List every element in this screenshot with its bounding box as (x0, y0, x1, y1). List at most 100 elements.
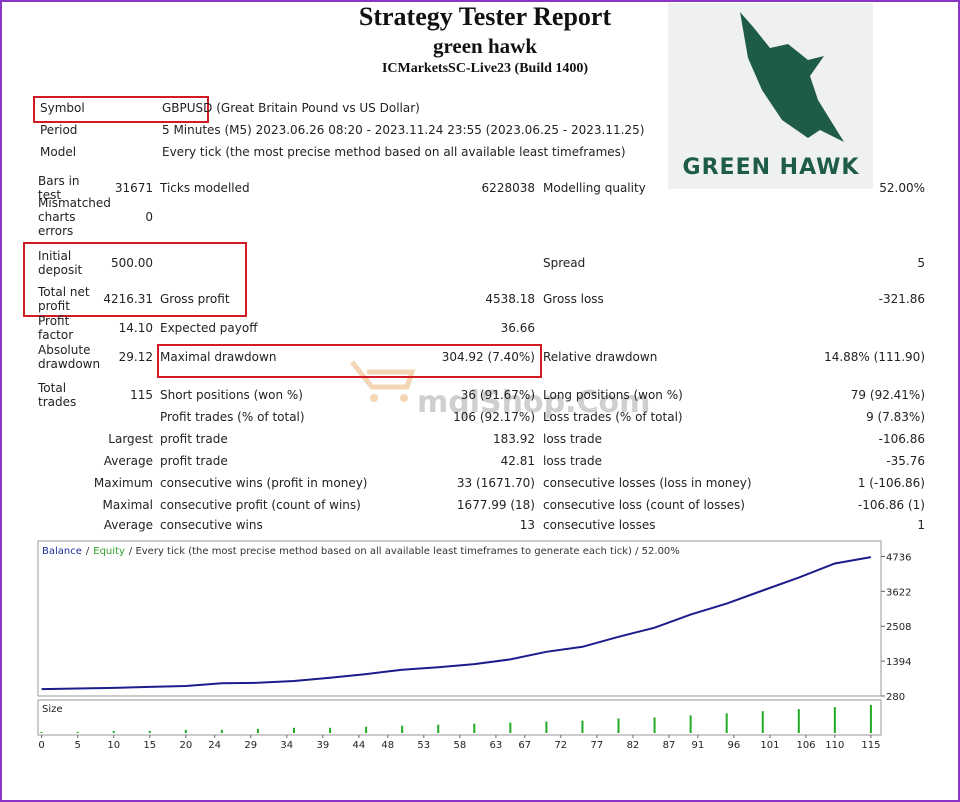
x-tick-label: 53 (417, 740, 430, 751)
stat-value: 115 (130, 388, 153, 402)
x-tick-label: 87 (663, 740, 676, 751)
size-bar (653, 717, 656, 733)
balance-line (41, 556, 872, 691)
size-bar (797, 709, 800, 733)
size-frame (37, 699, 882, 736)
caption-part: Equity (93, 546, 125, 557)
x-tick-label: 101 (760, 740, 779, 751)
y-tick-label: 2508 (886, 622, 911, 633)
stat-value: 36.66 (500, 321, 535, 335)
stat-value: 9 (7.83%) (866, 410, 925, 424)
x-tick-label: 5 (74, 740, 80, 751)
stat-label: Maximum (93, 476, 153, 490)
size-bar (184, 729, 187, 733)
logo-text: GREEN HAWK (683, 155, 860, 180)
stat-label: loss trade (543, 432, 602, 446)
size-bar (112, 730, 115, 733)
stat-label: consecutive wins (profit in money) (160, 476, 368, 490)
size-bar (545, 721, 548, 733)
stat-value: 36 (91.67%) (460, 388, 535, 402)
stat-value: 13 (519, 518, 535, 532)
stat-value: 1 (917, 518, 925, 532)
size-bar (148, 730, 151, 733)
x-tick-label: 58 (453, 740, 466, 751)
caption-part: / (86, 546, 90, 557)
stat-value: 79 (92.41%) (850, 388, 925, 402)
stat-label: Average (103, 518, 153, 532)
info-value: GBPUSD (Great Britain Pound vs US Dollar… (162, 101, 420, 115)
stat-label: Gross profit (160, 292, 230, 306)
stat-label: Long positions (won %) (543, 388, 683, 402)
stat-value: 4216.31 (103, 292, 153, 306)
x-tick-label: 96 (728, 740, 741, 751)
x-tick-label: 91 (691, 740, 704, 751)
stat-value: 1 (-106.86) (857, 476, 925, 490)
x-tick-label: 82 (627, 740, 640, 751)
x-tick-label: 44 (353, 740, 366, 751)
x-tick-label: 72 (554, 740, 567, 751)
size-bar (437, 724, 440, 733)
size-bar (581, 720, 584, 733)
stat-label: Mismatched charts errors (38, 196, 111, 238)
watermark-cart (350, 360, 416, 402)
x-tick-label: 39 (316, 740, 329, 751)
stat-value: 5 (917, 256, 925, 270)
info-label: Period (40, 123, 78, 137)
y-tick-label: 1394 (886, 657, 911, 668)
x-tick-label: 20 (179, 740, 192, 751)
stat-label: Gross loss (543, 292, 604, 306)
watermark-cart-wheel (400, 394, 408, 402)
stat-label: Spread (543, 256, 586, 270)
stat-value: -106.86 (878, 432, 925, 446)
stat-value: 6228038 (481, 181, 535, 195)
watermark-cart-wheel (370, 394, 378, 402)
x-tick-label: 77 (591, 740, 604, 751)
x-tick-label: 29 (244, 740, 257, 751)
size-bar (473, 723, 476, 733)
stat-value: 52.00% (879, 181, 925, 195)
stat-value: 14.10 (118, 321, 153, 335)
info-value: Every tick (the most precise method base… (162, 145, 626, 159)
x-tick-label: 115 (861, 740, 880, 751)
x-tick-label: 48 (381, 740, 394, 751)
x-tick-label: 110 (825, 740, 844, 751)
size-bar (761, 711, 764, 733)
stat-value: 1677.99 (18) (456, 498, 535, 512)
info-label: Symbol (40, 101, 85, 115)
size-bar (76, 731, 79, 733)
report-subtitle: green hawk (432, 34, 538, 58)
x-tick-label: 34 (280, 740, 293, 751)
info-value: 5 Minutes (M5) 2023.06.26 08:20 - 2023.1… (162, 123, 645, 137)
stat-label: consecutive profit (count of wins) (160, 498, 361, 512)
y-tick-label: 4736 (886, 552, 911, 563)
stat-label: Maximal drawdown (160, 350, 277, 364)
stat-label: Maximal (102, 498, 153, 512)
stat-label: consecutive losses (543, 518, 656, 532)
stat-label: Profit trades (% of total) (160, 410, 305, 424)
stat-label: Total trades (38, 381, 77, 409)
chart-caption: Balance / Equity / Every tick (the most pre… (42, 546, 680, 557)
x-tick-label: 24 (208, 740, 221, 751)
stat-label: Average (103, 454, 153, 468)
size-bar (220, 729, 223, 733)
watermark-cart-body (350, 360, 416, 390)
stat-label: Relative drawdown (543, 350, 658, 364)
stat-value: 29.12 (118, 350, 153, 364)
size-label: Size (42, 704, 63, 715)
x-tick-label: 15 (143, 740, 156, 751)
x-tick-label: 63 (490, 740, 503, 751)
size-bar (329, 727, 332, 733)
stat-label: Largest (108, 432, 153, 446)
stat-value: 0 (145, 210, 153, 224)
watermark: mqlShop.Com (417, 385, 650, 420)
size-bar (365, 726, 368, 733)
stat-label: Bars in test (38, 174, 80, 202)
size-bar (509, 722, 512, 733)
stat-label: profit trade (160, 454, 228, 468)
stat-label: loss trade (543, 454, 602, 468)
stat-label: Profit factor (38, 314, 74, 342)
stat-label: Expected payoff (160, 321, 258, 335)
stat-label: profit trade (160, 432, 228, 446)
